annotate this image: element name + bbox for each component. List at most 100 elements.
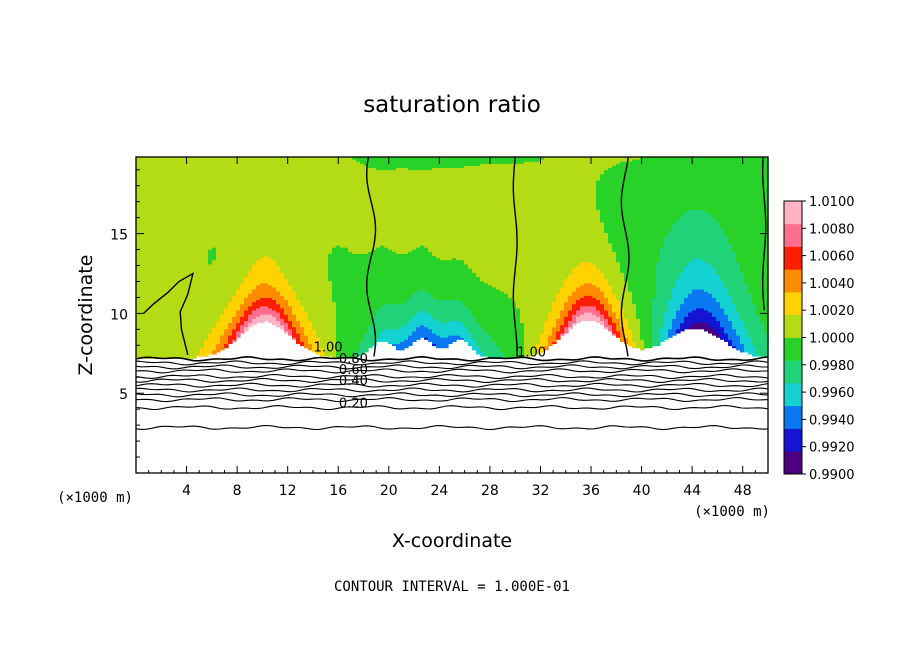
field-cell — [248, 301, 253, 305]
field-cell — [236, 242, 241, 246]
field-cell — [256, 249, 261, 252]
field-cell — [160, 177, 165, 181]
field-cell — [168, 211, 173, 215]
field-cell — [156, 165, 161, 169]
field-cell — [248, 226, 253, 229]
field-cell — [252, 244, 257, 248]
field-cell — [244, 276, 249, 280]
field-cell — [232, 207, 237, 210]
field-cell — [148, 163, 153, 166]
field-cell — [224, 242, 229, 246]
field-cell — [236, 217, 241, 221]
field-cell — [184, 286, 189, 290]
field-cell — [252, 190, 257, 194]
field-cell — [204, 196, 209, 200]
field-cell — [236, 297, 241, 301]
field-cell — [196, 295, 201, 298]
field-cell — [180, 205, 185, 208]
field-cell — [176, 274, 181, 277]
field-cell — [148, 307, 153, 311]
field-cell — [212, 240, 217, 244]
field-cell — [184, 265, 189, 269]
field-cell — [176, 159, 181, 162]
field-cell — [216, 221, 221, 225]
field-cell — [140, 341, 145, 345]
field-cell — [148, 295, 153, 298]
field-cell — [152, 213, 157, 217]
field-cell — [212, 238, 217, 242]
field-cell — [224, 159, 229, 162]
field-cell — [176, 288, 181, 292]
field-cell — [144, 295, 149, 298]
field-cell — [200, 165, 205, 169]
field-cell — [200, 305, 205, 309]
field-cell — [148, 318, 153, 321]
field-cell — [236, 270, 241, 273]
field-cell — [208, 240, 213, 244]
field-cell — [180, 322, 185, 326]
field-cell — [220, 345, 225, 349]
field-cell — [136, 303, 141, 307]
field-cell — [216, 171, 221, 175]
field-cell — [184, 335, 189, 338]
field-cell — [208, 312, 213, 315]
field-cell — [164, 203, 169, 206]
field-cell — [248, 255, 253, 259]
field-cell — [160, 238, 165, 242]
field-cell — [216, 242, 221, 246]
field-cell — [200, 316, 205, 319]
field-cell — [256, 291, 261, 294]
field-cell — [240, 226, 245, 229]
field-cell — [180, 190, 185, 194]
field-cell — [228, 291, 233, 294]
field-cell — [232, 196, 237, 200]
field-cell — [144, 337, 149, 340]
field-cell — [176, 265, 181, 269]
field-cell — [196, 253, 201, 257]
field-cell — [216, 320, 221, 324]
field-cell — [172, 207, 177, 210]
field-cell — [160, 173, 165, 177]
field-cell — [200, 207, 205, 210]
field-cell — [236, 247, 241, 250]
field-cell — [252, 198, 257, 202]
field-cell — [156, 257, 161, 261]
field-cell — [144, 312, 149, 315]
field-cell — [240, 224, 245, 227]
field-cell — [192, 205, 197, 208]
field-cell — [152, 219, 157, 223]
field-cell — [152, 268, 157, 271]
field-cell — [192, 337, 197, 340]
field-cell — [160, 345, 165, 349]
field-cell — [196, 203, 201, 206]
field-cell — [152, 244, 157, 248]
field-cell — [172, 335, 177, 338]
field-cell — [216, 226, 221, 229]
field-cell — [164, 299, 169, 303]
field-cell — [220, 171, 225, 175]
field-cell — [208, 299, 213, 303]
field-cell — [200, 330, 205, 334]
field-cell — [204, 328, 209, 332]
field-cell — [212, 251, 217, 254]
field-cell — [148, 242, 153, 246]
field-cell — [140, 320, 145, 324]
field-cell — [228, 167, 233, 171]
field-cell — [224, 328, 229, 332]
field-cell — [140, 335, 145, 338]
field-cell — [240, 291, 245, 294]
field-cell — [232, 182, 237, 185]
field-cell — [220, 343, 225, 347]
field-cell — [164, 322, 169, 326]
field-cell — [200, 282, 205, 286]
field-cell — [232, 276, 237, 280]
field-cell — [196, 324, 201, 328]
field-cell — [168, 182, 173, 185]
field-cell — [252, 232, 257, 236]
field-cell — [204, 299, 209, 303]
field-cell — [232, 213, 237, 217]
field-cell — [240, 213, 245, 217]
field-cell — [156, 314, 161, 317]
field-cell — [236, 200, 241, 204]
